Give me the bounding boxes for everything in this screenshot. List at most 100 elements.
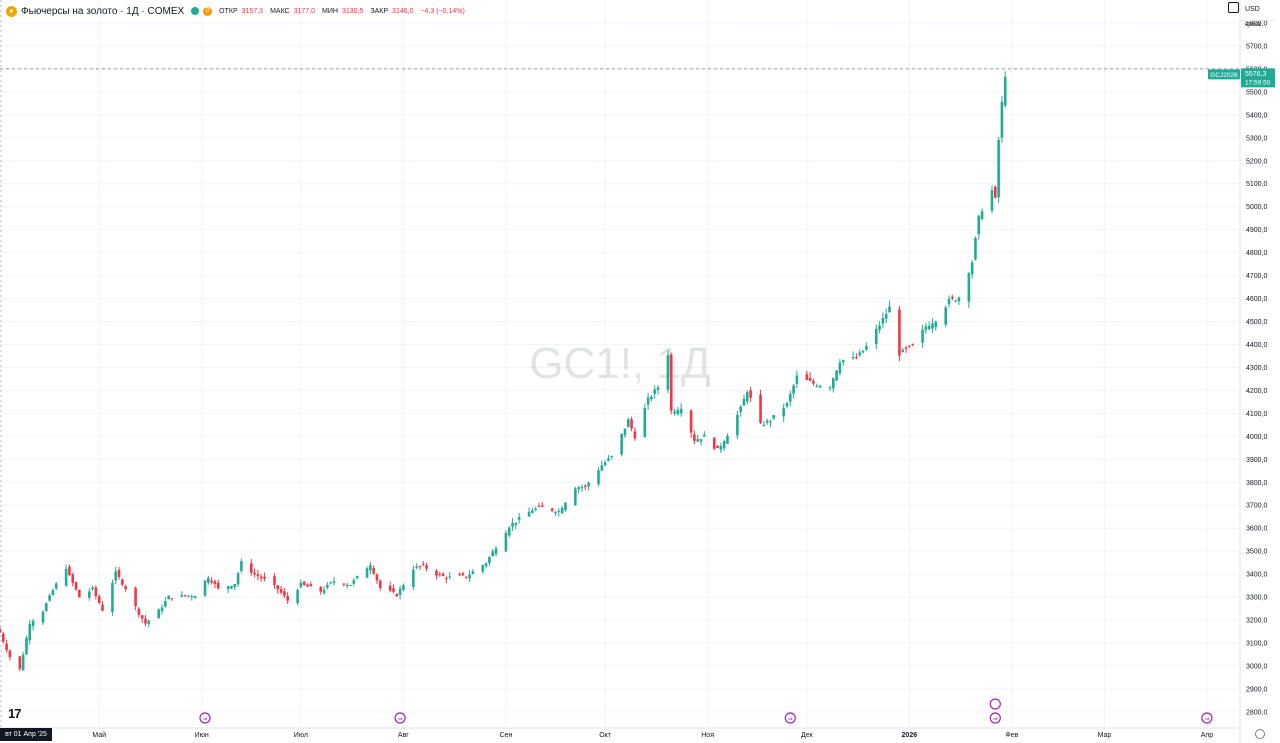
candle-body bbox=[283, 591, 286, 596]
candle-body bbox=[788, 394, 792, 402]
candle-body bbox=[878, 325, 881, 330]
candle-body bbox=[574, 488, 577, 506]
candle-body bbox=[448, 576, 452, 578]
high-value: 3177,0 bbox=[293, 7, 316, 15]
candle-body bbox=[97, 596, 101, 604]
high-label: МАКС bbox=[270, 7, 290, 15]
candle-body bbox=[841, 360, 845, 363]
data-delay-icon[interactable]: D bbox=[203, 6, 213, 16]
x-tick-label: Июн bbox=[195, 732, 209, 739]
candle-body bbox=[736, 414, 739, 436]
y-tick-label: 3500,0 bbox=[1246, 549, 1268, 556]
y-tick-label: 3700,0 bbox=[1246, 503, 1268, 510]
candle-body bbox=[216, 582, 220, 589]
rollover-event-icon bbox=[989, 712, 1001, 724]
candle-body bbox=[48, 595, 51, 601]
change-value: −4,3 (−0,14%) bbox=[420, 7, 465, 15]
candle-body bbox=[550, 508, 554, 511]
candle-body bbox=[980, 211, 984, 220]
candle-body bbox=[630, 419, 633, 429]
candle-body bbox=[818, 385, 822, 388]
candle-body bbox=[560, 507, 564, 514]
time-axis-settings-icon[interactable] bbox=[1255, 729, 1265, 739]
candle-body bbox=[947, 298, 951, 305]
candle-body bbox=[534, 508, 537, 510]
y-tick-label: 4200,0 bbox=[1246, 388, 1268, 395]
candle-body bbox=[676, 409, 680, 415]
candle-body bbox=[703, 434, 706, 437]
candle-body bbox=[415, 566, 418, 569]
dividend-event-icon bbox=[989, 698, 1001, 710]
close-value: 3146,0 bbox=[392, 7, 414, 15]
candle-body bbox=[484, 563, 488, 567]
candle-body bbox=[468, 574, 471, 579]
candle-body bbox=[279, 588, 283, 593]
candle-body bbox=[2, 633, 5, 642]
candle-body bbox=[488, 557, 491, 563]
unit-selector[interactable]: ерсoz bbox=[1245, 22, 1262, 28]
legend-title[interactable]: Фьючерсы на золото · 1Д · COMEX bbox=[21, 5, 185, 17]
candle-body bbox=[653, 389, 657, 394]
candle-body bbox=[369, 565, 372, 571]
candle-body bbox=[435, 570, 438, 576]
rollover-arrow-icon: ⇒ bbox=[993, 716, 998, 723]
rollover-arrow-icon: ⇒ bbox=[398, 716, 403, 723]
symbol-badge-label: GCJ2026 bbox=[1210, 72, 1238, 79]
crosshair-date-badge: вт 01 Апр '25 bbox=[0, 728, 52, 741]
y-tick-label: 3900,0 bbox=[1246, 457, 1268, 464]
candle-body bbox=[157, 609, 161, 619]
rollover-event-icon bbox=[199, 712, 211, 724]
candle-body bbox=[296, 590, 299, 604]
candle-body bbox=[326, 584, 329, 588]
candle-body bbox=[874, 328, 878, 344]
candle-body bbox=[901, 349, 905, 353]
y-tick-label: 3300,0 bbox=[1246, 595, 1268, 602]
y-tick-label: 5700,0 bbox=[1246, 43, 1268, 50]
currency-selector[interactable]: USD bbox=[1245, 6, 1260, 13]
y-tick-label: 4700,0 bbox=[1246, 273, 1268, 280]
candle-body bbox=[990, 190, 994, 211]
candle-body bbox=[147, 620, 151, 624]
rollover-event-icon bbox=[784, 712, 796, 724]
y-tick-label: 3800,0 bbox=[1246, 480, 1268, 487]
candle-body bbox=[299, 582, 303, 588]
candle-body bbox=[696, 439, 700, 442]
candle-body bbox=[997, 140, 1000, 198]
candle-body bbox=[302, 581, 306, 585]
candle-body bbox=[207, 577, 210, 583]
candle-body bbox=[507, 527, 511, 536]
candle-body bbox=[537, 505, 541, 507]
market-status-icon[interactable] bbox=[191, 7, 200, 15]
y-tick-label: 5300,0 bbox=[1246, 135, 1268, 142]
candle-body bbox=[256, 574, 260, 577]
candle-body bbox=[716, 445, 719, 448]
candle-body bbox=[904, 347, 908, 349]
candle-body bbox=[792, 385, 795, 394]
candle-body bbox=[226, 586, 230, 590]
tradingview-logo-icon[interactable]: 17 bbox=[8, 706, 22, 721]
y-tick-label: 3600,0 bbox=[1246, 526, 1268, 533]
price-badge-countdown: 17:59:50 bbox=[1245, 79, 1271, 86]
rollover-arrow-icon: ⇒ bbox=[1204, 716, 1209, 723]
candle-body bbox=[517, 517, 521, 520]
candle-body bbox=[504, 533, 508, 552]
y-tick-label: 3200,0 bbox=[1246, 618, 1268, 625]
candle-body bbox=[193, 596, 197, 599]
candle-body bbox=[974, 237, 977, 260]
candle-body bbox=[762, 424, 766, 426]
candle-body bbox=[273, 576, 276, 585]
candle-body bbox=[815, 385, 819, 387]
candle-body bbox=[719, 445, 723, 450]
candle-body bbox=[679, 408, 683, 414]
settings-icon[interactable] bbox=[1228, 2, 1239, 13]
candle-body bbox=[259, 576, 263, 579]
candle-body bbox=[121, 579, 124, 585]
candle-body bbox=[722, 441, 726, 449]
candle-body bbox=[8, 650, 12, 658]
candle-body bbox=[425, 565, 428, 569]
candle-body bbox=[306, 584, 309, 587]
candle-body bbox=[458, 574, 461, 576]
candle-body bbox=[957, 297, 961, 302]
candle-body bbox=[167, 595, 170, 600]
